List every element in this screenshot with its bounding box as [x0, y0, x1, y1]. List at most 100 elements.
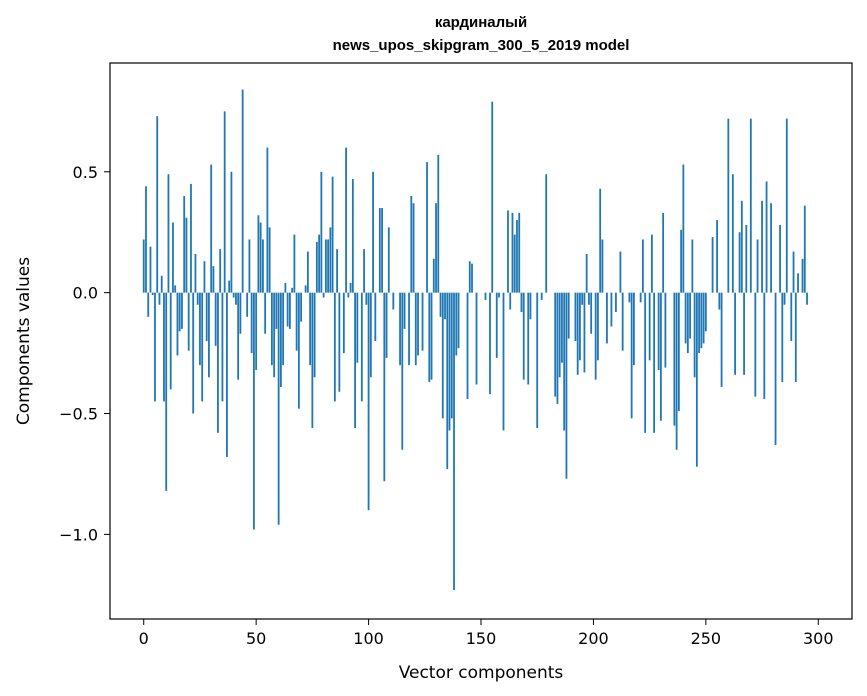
bar-component-266	[740, 200, 743, 293]
bar-component-171	[527, 292, 530, 385]
bar-component-1	[145, 186, 147, 293]
bar-component-55	[266, 147, 269, 293]
bar-component-79	[320, 171, 323, 293]
bar-component-265	[738, 232, 741, 293]
x-tick-label: 0	[139, 629, 149, 648]
bar-component-285	[783, 292, 786, 305]
bar-component-109	[387, 227, 390, 293]
bar-component-276	[763, 292, 766, 400]
bar-component-91	[347, 292, 350, 298]
bar-component-223	[644, 292, 647, 433]
bar-component-135	[446, 292, 449, 470]
bar-component-67	[293, 234, 296, 293]
chart-title-line2: news_upos_skipgram_300_5_2019 model	[333, 37, 630, 54]
x-tick-label: 250	[691, 629, 722, 648]
x-tick-label: 50	[246, 629, 266, 648]
bar-component-32	[214, 292, 217, 346]
bar-component-203	[599, 188, 602, 293]
x-axis-ticks: 0 50 100 150 200 250 300	[139, 619, 834, 648]
bar-component-194	[579, 292, 581, 361]
bar-component-179	[545, 174, 548, 293]
bar-component-80	[322, 292, 325, 298]
bar-component-186	[561, 292, 563, 363]
bar-component-18	[183, 195, 186, 293]
bar-component-127	[428, 292, 431, 383]
bar-component-275	[761, 200, 763, 293]
bar-component-53	[262, 239, 264, 293]
bar-component-206	[606, 292, 608, 344]
chart-title-line1: кардиналый	[435, 14, 527, 31]
bar-component-93	[351, 179, 354, 293]
bar-component-273	[756, 239, 759, 293]
bar-component-0	[142, 239, 145, 293]
bar-component-46	[246, 292, 249, 317]
bar-component-130	[435, 203, 437, 293]
y-tick-label: −1.0	[59, 525, 98, 544]
bar-component-243	[689, 292, 692, 339]
bar-component-17	[181, 292, 183, 329]
bar-component-6	[156, 116, 159, 293]
bar-component-99	[365, 292, 368, 305]
bar-component-83	[329, 227, 332, 293]
bar-component-101	[369, 292, 372, 378]
y-axis-ticks: 0.5 0.0 −0.5 −1.0	[59, 163, 110, 544]
bar-component-118	[408, 292, 410, 366]
bar-component-69	[297, 292, 300, 409]
bar-component-222	[641, 239, 644, 293]
bar-component-246	[695, 292, 698, 467]
bar-component-185	[558, 292, 561, 378]
bar-component-196	[583, 292, 586, 373]
bar-component-232	[664, 292, 667, 368]
bar-component-126	[426, 162, 428, 293]
bar-component-13	[172, 222, 174, 293]
bar-component-107	[383, 292, 386, 482]
bar-component-262	[731, 174, 734, 293]
bar-component-134	[444, 292, 446, 320]
bar-component-70	[300, 292, 303, 322]
bar-component-50	[255, 292, 258, 371]
bar-component-65	[288, 292, 291, 329]
bar-component-267	[743, 292, 745, 375]
bar-component-114	[399, 292, 401, 366]
bar-component-60	[277, 292, 280, 525]
bar-component-94	[354, 292, 356, 429]
bar-component-218	[633, 292, 635, 366]
bar-component-21	[190, 183, 192, 293]
bar-component-132	[439, 292, 442, 317]
bar-component-28	[205, 292, 208, 341]
bar-component-256	[718, 292, 721, 310]
bar-component-77	[315, 241, 318, 293]
bar-component-202	[597, 292, 599, 361]
plot-frame	[109, 62, 853, 620]
bar-component-213	[621, 292, 624, 351]
bar-component-52	[259, 222, 262, 293]
bar-component-255	[716, 220, 718, 293]
bar-component-34	[219, 249, 222, 293]
bar-component-177	[540, 292, 543, 300]
bar-component-133	[441, 292, 444, 419]
bar-component-10	[165, 292, 168, 491]
bar-component-27	[203, 261, 206, 293]
bar-component-137	[450, 292, 453, 419]
bar-component-122	[417, 292, 419, 356]
bar-component-103	[374, 292, 377, 341]
bar-component-166	[516, 220, 518, 293]
bar-component-51	[257, 215, 260, 293]
bar-component-119	[410, 195, 413, 293]
bar-component-85	[333, 292, 336, 402]
bar-component-14	[174, 285, 177, 293]
bar-component-295	[806, 292, 808, 305]
bar-component-16	[178, 292, 181, 332]
bar-component-146	[471, 263, 473, 293]
bar-component-242	[686, 292, 689, 354]
bar-component-25	[199, 292, 201, 366]
bar-component-40	[232, 292, 235, 298]
bar-component-183	[554, 292, 557, 397]
bar-component-277	[765, 181, 768, 293]
bar-component-237	[675, 292, 678, 450]
y-tick-label: 0.0	[73, 284, 98, 303]
bar-component-20	[187, 292, 190, 351]
bar-component-216	[628, 292, 631, 303]
bar-component-155	[491, 101, 494, 293]
